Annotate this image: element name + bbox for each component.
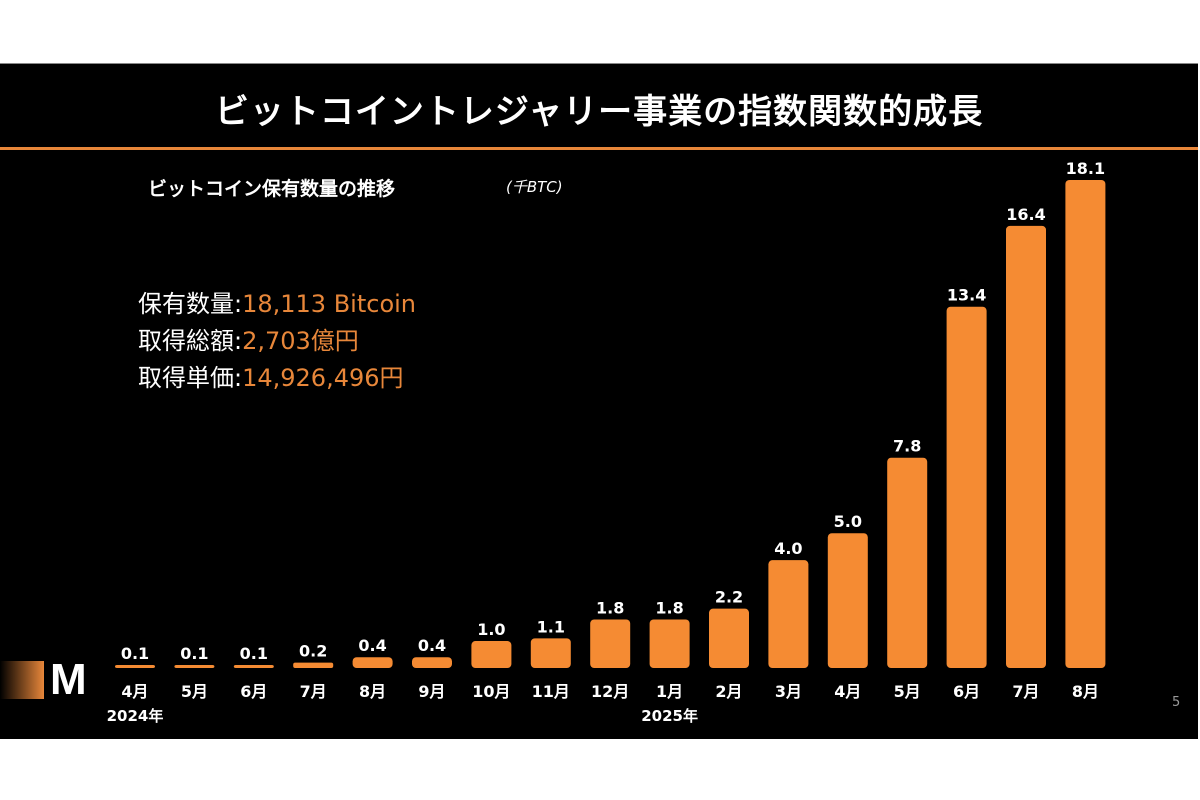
stat-colon: : [234,327,243,355]
x-tick-label: 8月 [359,682,386,701]
data-label: 1.8 [655,598,683,617]
page-number: 5 [1172,695,1181,710]
data-label: 1.1 [537,617,565,636]
x-tick-label: 3月 [775,682,802,701]
bar-4 [352,657,393,668]
x-tick-label: 8月 [1072,682,1099,701]
slide-title: ビットコイントレジャリー事業の指数関数的成長 [214,92,984,132]
bar-6 [471,641,512,668]
x-tick-label: 5月 [894,682,921,701]
bar-0 [115,665,155,668]
bar-7 [530,638,571,668]
stat-holdings: 保有数量:18,113 Bitcoin [138,286,416,323]
bar-2 [233,665,274,668]
stat-value: 18,113 Bitcoin [242,290,416,318]
data-label: 18.1 [1066,159,1105,178]
bar-10 [709,608,749,668]
bar-5 [412,657,452,668]
bar-12 [827,533,868,668]
data-label: 0.2 [299,642,327,661]
data-label: 0.1 [240,644,268,663]
data-label: 0.4 [358,636,386,655]
year-label: 2025年 [641,707,698,725]
x-tick-label: 9月 [418,682,445,701]
stat-label: 取得単価 [138,364,234,392]
bar-13 [887,457,928,668]
data-label: 13.4 [947,286,986,305]
chart-title: ビットコイン保有数量の推移 [148,178,396,200]
data-label: 1.8 [596,598,624,617]
x-tick-label: 4月 [834,682,861,701]
data-label: 1.0 [477,620,505,639]
bar-14 [946,306,987,668]
x-tick-label: 4月 [121,682,148,701]
data-label: 2.2 [715,588,743,607]
bar-3 [293,662,334,668]
bar-11 [768,560,809,668]
data-label: 7.8 [893,437,921,456]
stat-value: 2,703億円 [242,327,359,355]
bar-15 [1006,225,1046,668]
x-tick-label: 10月 [472,682,510,701]
slide: ビットコイントレジャリー事業の指数関数的成長 ビットコイン保有数量の推移 (千B… [0,63,1198,739]
x-tick-label: 2月 [715,682,742,701]
chart-unit: (千BTC) [506,178,563,196]
data-label: 0.1 [121,644,149,663]
data-label: 16.4 [1006,205,1045,224]
x-tick-label: 5月 [181,682,208,701]
x-tick-label: 7月 [300,682,327,701]
stat-unit-cost: 取得単価:14,926,496円 [138,360,416,397]
stat-colon: : [234,290,243,318]
x-tick-label: 1月 [656,682,683,701]
data-label: 0.4 [418,636,446,655]
x-tick-label: 11月 [532,682,570,701]
bar-8 [590,619,631,668]
stat-label: 取得総額 [138,327,234,355]
bar-1 [174,665,215,668]
stat-colon: : [234,364,243,392]
title-divider [0,147,1198,150]
bar-9 [649,619,690,668]
stat-total-cost: 取得総額:2,703億円 [138,323,416,360]
stat-label: 保有数量 [138,290,234,318]
data-label: 4.0 [774,539,802,558]
x-tick-label: 7月 [1012,682,1039,701]
data-label: 0.1 [180,644,208,663]
holdings-summary: 保有数量:18,113 Bitcoin 取得総額:2,703億円 取得単価:14… [138,286,416,397]
x-tick-label: 12月 [591,682,629,701]
bar-chart: 0.1 4月 0.1 5月 0.1 6月 0.2 7月 0.4 8月 0.4 9月 1.0 10月 1.1 1… [107,159,1106,725]
stat-value: 14,926,496円 [242,364,404,392]
data-label: 5.0 [834,512,862,531]
x-tick-label: 6月 [953,682,980,701]
year-label: 2024年 [107,707,164,725]
bar-16 [1065,180,1106,668]
company-logo: M [50,655,87,704]
logo-gradient-block [0,661,44,699]
x-tick-label: 6月 [240,682,267,701]
